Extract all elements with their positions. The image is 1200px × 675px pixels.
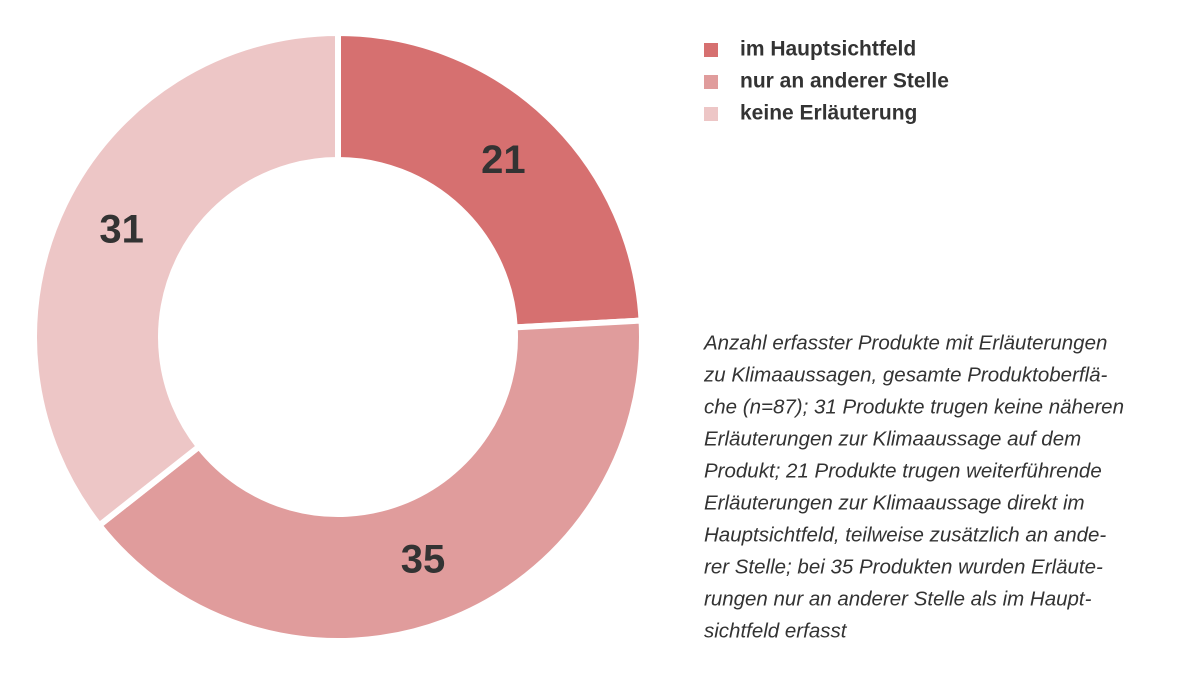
legend-label: im Hauptsichtfeld: [740, 38, 916, 61]
note-line: rungen nur an anderer Stelle als im Haup…: [704, 587, 1092, 610]
note-line: rer Stelle; bei 35 Produkten wurden Erlä…: [704, 555, 1103, 578]
legend-swatch: [704, 75, 718, 89]
note-line: Erläuterungen zur Klimaaussage auf dem: [704, 427, 1081, 450]
value-label: 35: [401, 538, 446, 582]
legend-swatch: [704, 107, 718, 121]
value-label: 31: [99, 208, 144, 252]
note-line: Anzahl erfasster Produkte mit Erläuterun…: [702, 331, 1107, 354]
legend-swatch: [704, 43, 718, 57]
legend-label: nur an anderer Stelle: [740, 70, 949, 93]
donut-segment: [335, 29, 645, 331]
donut-segment: [31, 29, 341, 530]
note-line: Erläuterungen zur Klimaaussage direkt im: [704, 491, 1085, 514]
note-line: sichtfeld erfasst: [704, 619, 848, 642]
donut-segment: [95, 317, 645, 644]
value-label: 21: [481, 138, 526, 182]
note-line: che (n=87); 31 Produkte trugen keine näh…: [704, 395, 1124, 418]
note-line: zu Klimaaussagen, gesamte Produktoberflä…: [703, 363, 1108, 386]
note-line: Hauptsichtfeld, teilweise zusätzlich an …: [704, 523, 1106, 546]
note-line: Produkt; 21 Produkte trugen weiterführen…: [704, 459, 1102, 482]
legend-label: keine Erläuterung: [740, 102, 917, 125]
